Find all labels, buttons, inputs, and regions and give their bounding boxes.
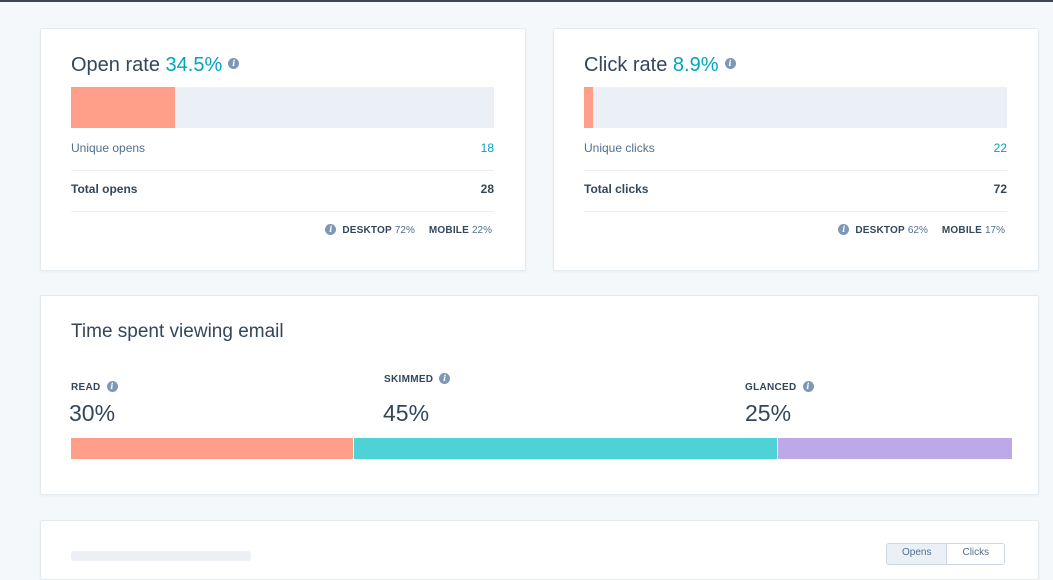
time-spent-title: Time spent viewing email	[71, 321, 284, 342]
info-icon[interactable]: i	[802, 381, 814, 392]
read-percent: 30%	[69, 400, 116, 426]
skimmed-label-text: SKIMMED	[384, 374, 434, 386]
click-rate-bar-fill	[584, 87, 594, 128]
glanced-label: GLANCED i	[745, 381, 814, 394]
opens-toggle-button[interactable]: Opens	[887, 544, 947, 564]
time-spent-bar	[71, 438, 1012, 459]
unique-clicks-row: Unique clicks 22	[584, 129, 1007, 171]
open-rate-title: Open rate 34.5% i	[71, 54, 240, 77]
desktop-value: 72%	[394, 225, 415, 237]
engagement-card: Opens Clicks	[40, 520, 1039, 580]
click-rate-title: Click rate 8.9% i	[584, 54, 736, 77]
card-title-placeholder	[71, 551, 251, 561]
info-icon[interactable]: i	[106, 381, 118, 392]
desktop-label: DESKTOP	[342, 225, 392, 237]
info-icon[interactable]: i	[439, 373, 451, 384]
info-icon[interactable]: i	[724, 58, 736, 70]
open-rate-label: Open rate	[71, 54, 160, 76]
open-rate-value: 34.5%	[165, 54, 223, 76]
skimmed-percent: 45%	[383, 400, 430, 426]
unique-opens-label: Unique opens	[71, 141, 146, 155]
mobile-value: 17%	[984, 225, 1005, 237]
unique-opens-row: Unique opens 18	[71, 129, 494, 171]
opens-clicks-toggle: Opens Clicks	[886, 543, 1006, 565]
click-rate-value: 8.9%	[672, 54, 719, 76]
desktop-label: DESKTOP	[855, 225, 905, 237]
mobile-label: MOBILE	[428, 225, 469, 237]
total-clicks-label: Total clicks	[584, 182, 649, 196]
open-rate-bar	[71, 87, 494, 128]
click-rate-label: Click rate	[584, 54, 668, 76]
total-opens-row: Total opens 28	[71, 170, 494, 212]
info-icon[interactable]: i	[838, 224, 850, 235]
glanced-segment	[776, 438, 1012, 459]
open-rate-card: Open rate 34.5% i Unique opens 18 Total o…	[40, 28, 526, 271]
read-label: READ i	[71, 381, 118, 394]
click-rate-bar	[584, 87, 1007, 128]
read-label-text: READ	[71, 382, 101, 394]
info-icon[interactable]: i	[325, 224, 337, 235]
desktop-value: 62%	[907, 225, 928, 237]
top-border	[0, 0, 1053, 2]
total-opens-label: Total opens	[71, 182, 138, 196]
unique-clicks-value[interactable]: 22	[993, 141, 1007, 155]
unique-opens-value[interactable]: 18	[480, 141, 494, 155]
mobile-value: 22%	[471, 225, 492, 237]
mobile-label: MOBILE	[941, 225, 982, 237]
skimmed-segment	[353, 438, 777, 459]
total-clicks-value: 72	[993, 182, 1007, 196]
click-rate-card: Click rate 8.9% i Unique clicks 22 Total …	[553, 28, 1039, 271]
info-icon[interactable]: i	[228, 58, 240, 70]
clicks-toggle-button[interactable]: Clicks	[946, 544, 1005, 564]
glanced-percent: 25%	[745, 400, 792, 426]
read-segment	[71, 438, 354, 459]
total-opens-value: 28	[480, 182, 494, 196]
glanced-label-text: GLANCED	[745, 382, 797, 394]
skimmed-label: SKIMMED i	[384, 373, 451, 386]
unique-clicks-label: Unique clicks	[584, 141, 655, 155]
total-clicks-row: Total clicks 72	[584, 170, 1007, 212]
click-device-breakdown: i DESKTOP 62% MOBILE 17%	[838, 224, 1005, 237]
open-device-breakdown: i DESKTOP 72% MOBILE 22%	[325, 224, 492, 237]
time-spent-card: Time spent viewing email READ i 30% SKIMM…	[40, 295, 1039, 495]
open-rate-bar-fill	[71, 87, 175, 128]
